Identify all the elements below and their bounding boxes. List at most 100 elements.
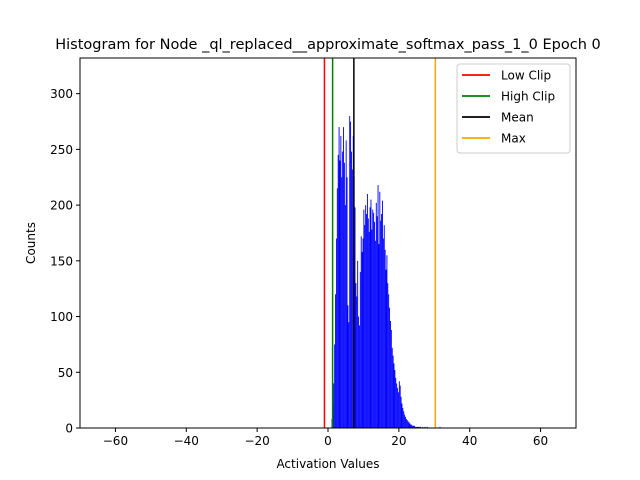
histogram-bar — [338, 127, 340, 428]
histogram-bar — [349, 115, 351, 428]
histogram-bar — [374, 221, 375, 428]
histogram-bar — [383, 225, 385, 428]
legend-label: High Clip — [501, 90, 555, 104]
histogram-bar — [359, 325, 360, 428]
histogram-bar — [358, 316, 360, 428]
histogram-bar — [409, 423, 411, 428]
histogram-bar — [384, 249, 386, 428]
histogram-bar — [389, 307, 391, 428]
histogram-bar — [361, 251, 363, 428]
histogram-bar — [342, 151, 344, 429]
histogram-bar — [378, 244, 380, 428]
y-tick-label: 200 — [50, 199, 73, 213]
histogram-bar — [388, 294, 390, 428]
histogram-bar — [403, 411, 405, 428]
histogram-bar — [413, 425, 414, 428]
histogram-bar — [390, 321, 391, 428]
histogram-bar — [394, 370, 396, 428]
y-tick-label: 50 — [58, 366, 73, 380]
histogram-bar — [418, 426, 420, 428]
histogram-bar — [393, 363, 395, 428]
histogram-bar — [345, 140, 347, 428]
histogram-bar — [347, 305, 349, 428]
histogram-bar — [392, 355, 394, 428]
histogram-bar — [410, 424, 412, 428]
histogram-bar — [402, 407, 404, 428]
histogram-bar — [356, 296, 358, 428]
histogram-bar — [363, 209, 365, 428]
histogram-bar — [343, 162, 345, 428]
chart-title: Histogram for Node _ql_replaced__approxi… — [55, 37, 600, 53]
histogram-bar — [335, 238, 337, 428]
histogram-bar — [391, 347, 393, 428]
histogram-bar — [336, 188, 338, 428]
x-axis-label: Activation Values — [276, 457, 379, 471]
histogram-bar — [405, 419, 407, 428]
histogram-bar — [400, 396, 402, 428]
histogram-bar — [348, 322, 350, 428]
histogram-bar — [413, 425, 415, 428]
histogram-bar — [377, 185, 379, 428]
histogram-bar — [351, 169, 353, 428]
histogram-bar — [398, 381, 400, 428]
histogram-bar — [371, 229, 373, 428]
histogram-bar — [334, 344, 336, 428]
histogram-bar — [341, 177, 343, 428]
histogram-bar — [405, 416, 406, 428]
histogram-bar — [406, 420, 408, 428]
histogram-bar — [333, 383, 335, 428]
histogram-bar — [379, 191, 381, 428]
histogram-bar — [395, 377, 397, 428]
histogram-bar — [404, 414, 406, 428]
histogram-bar — [368, 231, 370, 428]
histogram-bar — [399, 385, 401, 428]
y-tick-label: 0 — [65, 422, 73, 436]
histogram-bar — [412, 425, 414, 428]
histogram-bar — [415, 426, 417, 428]
histogram-bar — [386, 255, 388, 428]
legend: Low Clip High Clip Mean Max — [456, 63, 571, 154]
legend-label: Low Clip — [501, 69, 551, 83]
histogram-bar — [350, 121, 352, 429]
histogram-bar — [420, 426, 422, 428]
histogram-bar — [385, 269, 387, 428]
histogram-bar — [343, 127, 344, 428]
histogram-bar — [439, 426, 441, 428]
y-tick-label: 300 — [50, 87, 73, 101]
histogram-bar — [421, 426, 423, 428]
histogram-bar — [407, 421, 409, 428]
y-tick-label: 250 — [50, 143, 73, 157]
histogram-bar — [359, 271, 361, 428]
histogram-bar — [340, 136, 342, 428]
x-tick-label: −40 — [174, 434, 199, 448]
histogram-bar — [337, 154, 339, 428]
x-tick-label: 20 — [391, 434, 406, 448]
histogram-bar — [339, 160, 341, 428]
histogram-bar — [381, 214, 383, 428]
histogram-bar — [397, 387, 398, 428]
histogram-bar — [354, 207, 356, 428]
x-tick-label: −20 — [244, 434, 269, 448]
legend-label: Max — [501, 132, 526, 146]
histogram-bar — [416, 426, 418, 428]
histogram-bar — [423, 426, 425, 428]
histogram-bar — [425, 426, 427, 428]
histogram-bar — [369, 207, 371, 428]
histogram-bar — [366, 193, 368, 428]
histogram-bar — [351, 151, 352, 429]
x-tick-label: −60 — [103, 434, 128, 448]
histogram-bar — [396, 383, 398, 428]
histogram-bar — [335, 294, 336, 428]
histogram-bar — [374, 240, 376, 428]
x-tick-label: 40 — [462, 434, 477, 448]
histogram-bar — [367, 218, 369, 428]
histogram-bar — [362, 238, 364, 428]
histogram-bar — [372, 209, 374, 428]
legend-label: Mean — [501, 111, 534, 125]
histogram-bar — [365, 205, 367, 428]
y-axis-label: Counts — [24, 222, 38, 264]
x-tick-label: 0 — [324, 434, 332, 448]
histogram-bar — [387, 283, 389, 428]
histogram-bar — [375, 202, 377, 428]
